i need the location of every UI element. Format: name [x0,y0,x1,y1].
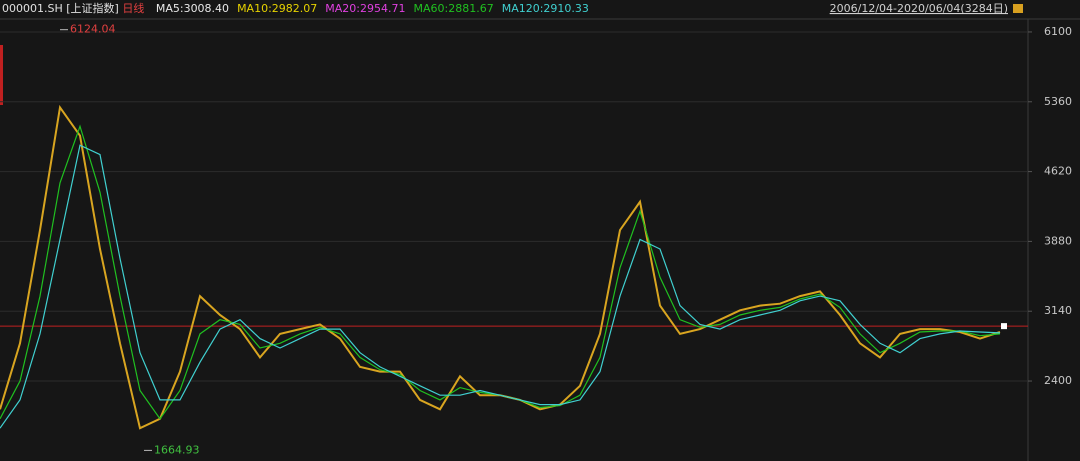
y-tick-label: 6100 [1044,25,1072,38]
y-tick-label: 3140 [1044,304,1072,317]
date-range[interactable]: 2006/12/04-2020/06/04(3284日) [830,2,1008,15]
y-tick-label: 5360 [1044,95,1072,108]
index-name: [上证指数] [66,1,119,15]
y-tick-label: 3880 [1044,234,1072,247]
symbol: 000001.SH [2,2,63,15]
indicator: MA60:2881.67 [414,2,494,15]
indicator: MA120:2910.33 [502,2,589,15]
last-price-marker [1001,323,1007,330]
period: 日线 [122,1,144,15]
header: 000001.SH [上证指数] 日线 MA5:3008.40 MA10:2982… [2,1,589,15]
annotation: 6124.04 [70,23,116,36]
lock-icon[interactable] [1013,4,1023,13]
annotation: 1664.93 [154,443,200,456]
series-line [0,144,1001,429]
indicator: MA10:2982.07 [237,2,317,15]
side-marker [0,45,3,105]
indicator: MA20:2954.71 [325,2,405,15]
y-tick-label: 4620 [1044,165,1072,178]
indicator: MA5:3008.40 [156,2,229,15]
y-tick-label: 2400 [1044,374,1072,387]
